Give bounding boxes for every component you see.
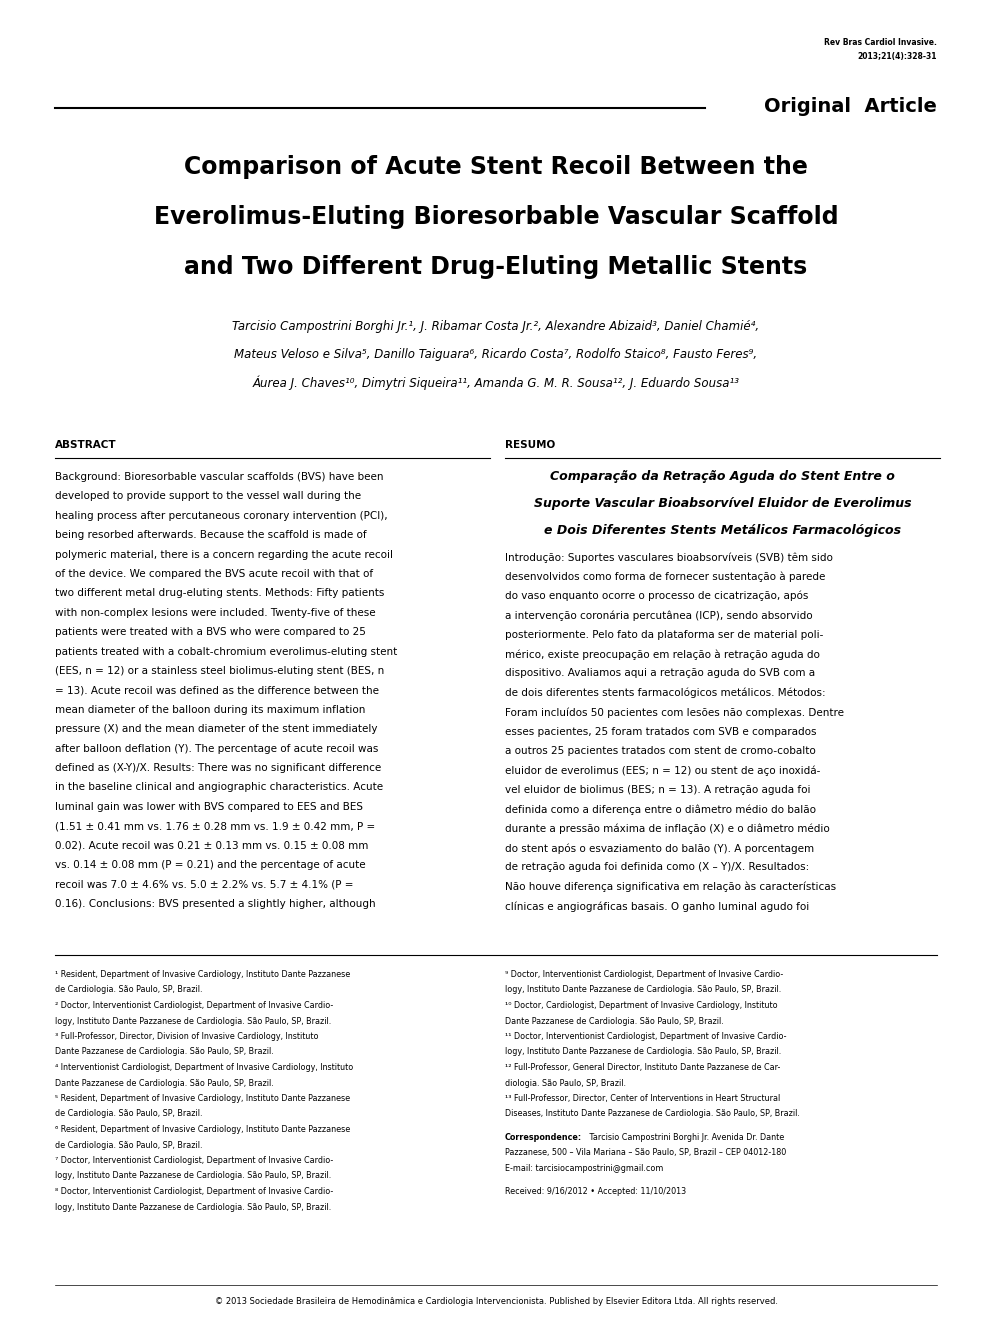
Text: of the device. We compared the BVS acute recoil with that of: of the device. We compared the BVS acute… [55, 569, 373, 579]
Text: Comparação da Retração Aguda do Stent Entre o: Comparação da Retração Aguda do Stent En… [550, 470, 895, 483]
Text: 0.02). Acute recoil was 0.21 ± 0.13 mm vs. 0.15 ± 0.08 mm: 0.02). Acute recoil was 0.21 ± 0.13 mm v… [55, 840, 368, 851]
Text: durante a pressão máxima de inflação (X) e o diâmetro médio: durante a pressão máxima de inflação (X)… [505, 824, 829, 833]
Text: de Cardiologia. São Paulo, SP, Brazil.: de Cardiologia. São Paulo, SP, Brazil. [55, 1110, 202, 1118]
Text: e Dois Diferentes Stents Metálicos Farmacológicos: e Dois Diferentes Stents Metálicos Farma… [544, 524, 901, 537]
Text: Received: 9/16/2012 • Accepted: 11/10/2013: Received: 9/16/2012 • Accepted: 11/10/20… [505, 1187, 686, 1196]
Text: © 2013 Sociedade Brasileira de Hemodinâmica e Cardiologia Intervencionista. Publ: © 2013 Sociedade Brasileira de Hemodinâm… [214, 1297, 778, 1306]
Text: 0.16). Conclusions: BVS presented a slightly higher, although: 0.16). Conclusions: BVS presented a slig… [55, 898, 376, 909]
Text: vel eluidor de biolimus (BES; n = 13). A retração aguda foi: vel eluidor de biolimus (BES; n = 13). A… [505, 785, 810, 795]
Text: logy, Instituto Dante Pazzanese de Cardiologia. São Paulo, SP, Brazil.: logy, Instituto Dante Pazzanese de Cardi… [55, 1203, 331, 1212]
Text: ² Doctor, Interventionist Cardiologist, Department of Invasive Cardio-: ² Doctor, Interventionist Cardiologist, … [55, 1002, 333, 1009]
Text: healing process after percutaneous coronary intervention (PCI),: healing process after percutaneous coron… [55, 511, 388, 521]
Text: Introdução: Suportes vasculares bioabsorvíveis (SVB) têm sido: Introdução: Suportes vasculares bioabsor… [505, 552, 833, 562]
Text: being resorbed afterwards. Because the scaffold is made of: being resorbed afterwards. Because the s… [55, 531, 367, 540]
Text: do stent após o esvaziamento do balão (Y). A porcentagem: do stent após o esvaziamento do balão (Y… [505, 843, 814, 853]
Text: with non-complex lesions were included. Twenty-five of these: with non-complex lesions were included. … [55, 607, 376, 618]
Text: pressure (X) and the mean diameter of the stent immediately: pressure (X) and the mean diameter of th… [55, 724, 378, 734]
Text: de retração aguda foi definida como (X – Y)/X. Resultados:: de retração aguda foi definida como (X –… [505, 863, 809, 872]
Text: Tarcisio Campostrini Borghi Jr.¹, J. Ribamar Costa Jr.², Alexandre Abizaid³, Dan: Tarcisio Campostrini Borghi Jr.¹, J. Rib… [232, 320, 760, 333]
Text: (1.51 ± 0.41 mm vs. 1.76 ± 0.28 mm vs. 1.9 ± 0.42 mm, P =: (1.51 ± 0.41 mm vs. 1.76 ± 0.28 mm vs. 1… [55, 822, 375, 831]
Text: mérico, existe preocupação em relação à retração aguda do: mérico, existe preocupação em relação à … [505, 650, 819, 659]
Text: Diseases, Instituto Dante Pazzanese de Cardiologia. São Paulo, SP, Brazil.: Diseases, Instituto Dante Pazzanese de C… [505, 1110, 800, 1118]
Text: do vaso enquanto ocorre o processo de cicatrização, após: do vaso enquanto ocorre o processo de ci… [505, 591, 808, 601]
Text: Dante Pazzanese de Cardiologia. São Paulo, SP, Brazil.: Dante Pazzanese de Cardiologia. São Paul… [55, 1048, 274, 1057]
Text: mean diameter of the balloon during its maximum inflation: mean diameter of the balloon during its … [55, 705, 365, 714]
Text: de Cardiologia. São Paulo, SP, Brazil.: de Cardiologia. São Paulo, SP, Brazil. [55, 1140, 202, 1150]
Text: eluidor de everolimus (EES; n = 12) ou stent de aço inoxidá-: eluidor de everolimus (EES; n = 12) ou s… [505, 766, 820, 775]
Text: diologia. São Paulo, SP, Brazil.: diologia. São Paulo, SP, Brazil. [505, 1078, 626, 1088]
Text: in the baseline clinical and angiographic characteristics. Acute: in the baseline clinical and angiographi… [55, 782, 383, 792]
Text: de dois diferentes stents farmacológicos metálicos. Métodos:: de dois diferentes stents farmacológicos… [505, 688, 825, 699]
Text: dispositivo. Avaliamos aqui a retração aguda do SVB com a: dispositivo. Avaliamos aqui a retração a… [505, 668, 815, 679]
Text: Suporte Vascular Bioabsorvível Eluidor de Everolimus: Suporte Vascular Bioabsorvível Eluidor d… [534, 497, 912, 509]
Text: 2013;21(4):328-31: 2013;21(4):328-31 [857, 52, 937, 61]
Text: ¹⁰ Doctor, Cardiologist, Department of Invasive Cardiology, Instituto: ¹⁰ Doctor, Cardiologist, Department of I… [505, 1002, 778, 1009]
Text: Dante Pazzanese de Cardiologia. São Paulo, SP, Brazil.: Dante Pazzanese de Cardiologia. São Paul… [55, 1078, 274, 1088]
Text: Original  Article: Original Article [764, 98, 937, 116]
Text: developed to provide support to the vessel wall during the: developed to provide support to the vess… [55, 491, 361, 501]
Text: Foram incluídos 50 pacientes com lesões não complexas. Dentre: Foram incluídos 50 pacientes com lesões … [505, 708, 844, 717]
Text: Mateus Veloso e Silva⁵, Danillo Taiguara⁶, Ricardo Costa⁷, Rodolfo Staico⁸, Faus: Mateus Veloso e Silva⁵, Danillo Taiguara… [234, 348, 758, 361]
Text: esses pacientes, 25 foram tratados com SVB e comparados: esses pacientes, 25 foram tratados com S… [505, 726, 816, 737]
Text: desenvolvidos como forma de fornecer sustentação à parede: desenvolvidos como forma de fornecer sus… [505, 572, 825, 582]
Text: ¹² Full-Professor, General Director, Instituto Dante Pazzanese de Car-: ¹² Full-Professor, General Director, Ins… [505, 1062, 781, 1072]
Text: and Two Different Drug-Eluting Metallic Stents: and Two Different Drug-Eluting Metallic … [185, 255, 807, 279]
Text: patients were treated with a BVS who were compared to 25: patients were treated with a BVS who wer… [55, 627, 366, 638]
Text: patients treated with a cobalt-chromium everolimus-eluting stent: patients treated with a cobalt-chromium … [55, 647, 397, 656]
Text: ³ Full-Professor, Director, Division of Invasive Cardiology, Instituto: ³ Full-Professor, Director, Division of … [55, 1032, 318, 1041]
Text: Não houve diferença significativa em relação às características: Não houve diferença significativa em rel… [505, 882, 836, 892]
Text: Comparison of Acute Stent Recoil Between the: Comparison of Acute Stent Recoil Between… [185, 155, 807, 179]
Text: ⁹ Doctor, Interventionist Cardiologist, Department of Invasive Cardio-: ⁹ Doctor, Interventionist Cardiologist, … [505, 970, 784, 979]
Text: RESUMO: RESUMO [505, 441, 556, 450]
Text: Everolimus-Eluting Bioresorbable Vascular Scaffold: Everolimus-Eluting Bioresorbable Vascula… [154, 205, 838, 229]
Text: a outros 25 pacientes tratados com stent de cromo-cobalto: a outros 25 pacientes tratados com stent… [505, 746, 815, 755]
Text: ¹ Resident, Department of Invasive Cardiology, Instituto Dante Pazzanese: ¹ Resident, Department of Invasive Cardi… [55, 970, 350, 979]
Text: ⁸ Doctor, Interventionist Cardiologist, Department of Invasive Cardio-: ⁸ Doctor, Interventionist Cardiologist, … [55, 1187, 333, 1196]
Text: ¹³ Full-Professor, Director, Center of Interventions in Heart Structural: ¹³ Full-Professor, Director, Center of I… [505, 1094, 781, 1103]
Text: = 13). Acute recoil was defined as the difference between the: = 13). Acute recoil was defined as the d… [55, 685, 379, 696]
Text: ⁵ Resident, Department of Invasive Cardiology, Instituto Dante Pazzanese: ⁵ Resident, Department of Invasive Cardi… [55, 1094, 350, 1103]
Text: a intervenção coronária percutânea (ICP), sendo absorvido: a intervenção coronária percutânea (ICP)… [505, 610, 812, 620]
Text: Background: Bioresorbable vascular scaffolds (BVS) have been: Background: Bioresorbable vascular scaff… [55, 472, 384, 482]
Text: logy, Instituto Dante Pazzanese de Cardiologia. São Paulo, SP, Brazil.: logy, Instituto Dante Pazzanese de Cardi… [55, 1171, 331, 1180]
Text: defined as (X-Y)/X. Results: There was no significant difference: defined as (X-Y)/X. Results: There was n… [55, 763, 381, 773]
Text: de Cardiologia. São Paulo, SP, Brazil.: de Cardiologia. São Paulo, SP, Brazil. [55, 986, 202, 995]
Text: Áurea J. Chaves¹⁰, Dimytri Siqueira¹¹, Amanda G. M. R. Sousa¹², J. Eduardo Sousa: Áurea J. Chaves¹⁰, Dimytri Siqueira¹¹, A… [253, 376, 739, 390]
Text: vs. 0.14 ± 0.08 mm (P = 0.21) and the percentage of acute: vs. 0.14 ± 0.08 mm (P = 0.21) and the pe… [55, 860, 366, 871]
Text: recoil was 7.0 ± 4.6% vs. 5.0 ± 2.2% vs. 5.7 ± 4.1% (P =: recoil was 7.0 ± 4.6% vs. 5.0 ± 2.2% vs.… [55, 880, 353, 889]
Text: ⁷ Doctor, Interventionist Cardiologist, Department of Invasive Cardio-: ⁷ Doctor, Interventionist Cardiologist, … [55, 1156, 333, 1166]
Text: Pazzanese, 500 – Vila Mariana – São Paulo, SP, Brazil – CEP 04012-180: Pazzanese, 500 – Vila Mariana – São Paul… [505, 1148, 787, 1158]
Text: definida como a diferença entre o diâmetro médio do balão: definida como a diferença entre o diâmet… [505, 804, 816, 815]
Text: ¹¹ Doctor, Interventionist Cardiologist, Department of Invasive Cardio-: ¹¹ Doctor, Interventionist Cardiologist,… [505, 1032, 787, 1041]
Text: ⁴ Interventionist Cardiologist, Department of Invasive Cardiology, Instituto: ⁴ Interventionist Cardiologist, Departme… [55, 1062, 353, 1072]
Text: logy, Instituto Dante Pazzanese de Cardiologia. São Paulo, SP, Brazil.: logy, Instituto Dante Pazzanese de Cardi… [505, 986, 782, 995]
Text: logy, Instituto Dante Pazzanese de Cardiologia. São Paulo, SP, Brazil.: logy, Instituto Dante Pazzanese de Cardi… [55, 1016, 331, 1025]
Text: Rev Bras Cardiol Invasive.: Rev Bras Cardiol Invasive. [824, 38, 937, 48]
Text: clínicas e angiográficas basais. O ganho luminal agudo foi: clínicas e angiográficas basais. O ganho… [505, 901, 809, 912]
Text: after balloon deflation (Y). The percentage of acute recoil was: after balloon deflation (Y). The percent… [55, 744, 378, 754]
Text: two different metal drug-eluting stents. Methods: Fifty patients: two different metal drug-eluting stents.… [55, 589, 384, 598]
Text: posteriormente. Pelo fato da plataforma ser de material poli-: posteriormente. Pelo fato da plataforma … [505, 630, 823, 639]
Text: (EES, n = 12) or a stainless steel biolimus-eluting stent (BES, n: (EES, n = 12) or a stainless steel bioli… [55, 665, 384, 676]
Text: ABSTRACT: ABSTRACT [55, 441, 117, 450]
Text: Tarcisio Campostrini Borghi Jr. Avenida Dr. Dante: Tarcisio Campostrini Borghi Jr. Avenida … [587, 1132, 785, 1142]
Text: Dante Pazzanese de Cardiologia. São Paulo, SP, Brazil.: Dante Pazzanese de Cardiologia. São Paul… [505, 1016, 724, 1025]
Text: logy, Instituto Dante Pazzanese de Cardiologia. São Paulo, SP, Brazil.: logy, Instituto Dante Pazzanese de Cardi… [505, 1048, 782, 1057]
Text: polymeric material, there is a concern regarding the acute recoil: polymeric material, there is a concern r… [55, 549, 393, 560]
Text: ⁶ Resident, Department of Invasive Cardiology, Instituto Dante Pazzanese: ⁶ Resident, Department of Invasive Cardi… [55, 1125, 350, 1134]
Text: luminal gain was lower with BVS compared to EES and BES: luminal gain was lower with BVS compared… [55, 802, 363, 812]
Text: Correspondence:: Correspondence: [505, 1132, 582, 1142]
Text: E-mail: tarcisiocampostrini@gmail.com: E-mail: tarcisiocampostrini@gmail.com [505, 1164, 664, 1172]
